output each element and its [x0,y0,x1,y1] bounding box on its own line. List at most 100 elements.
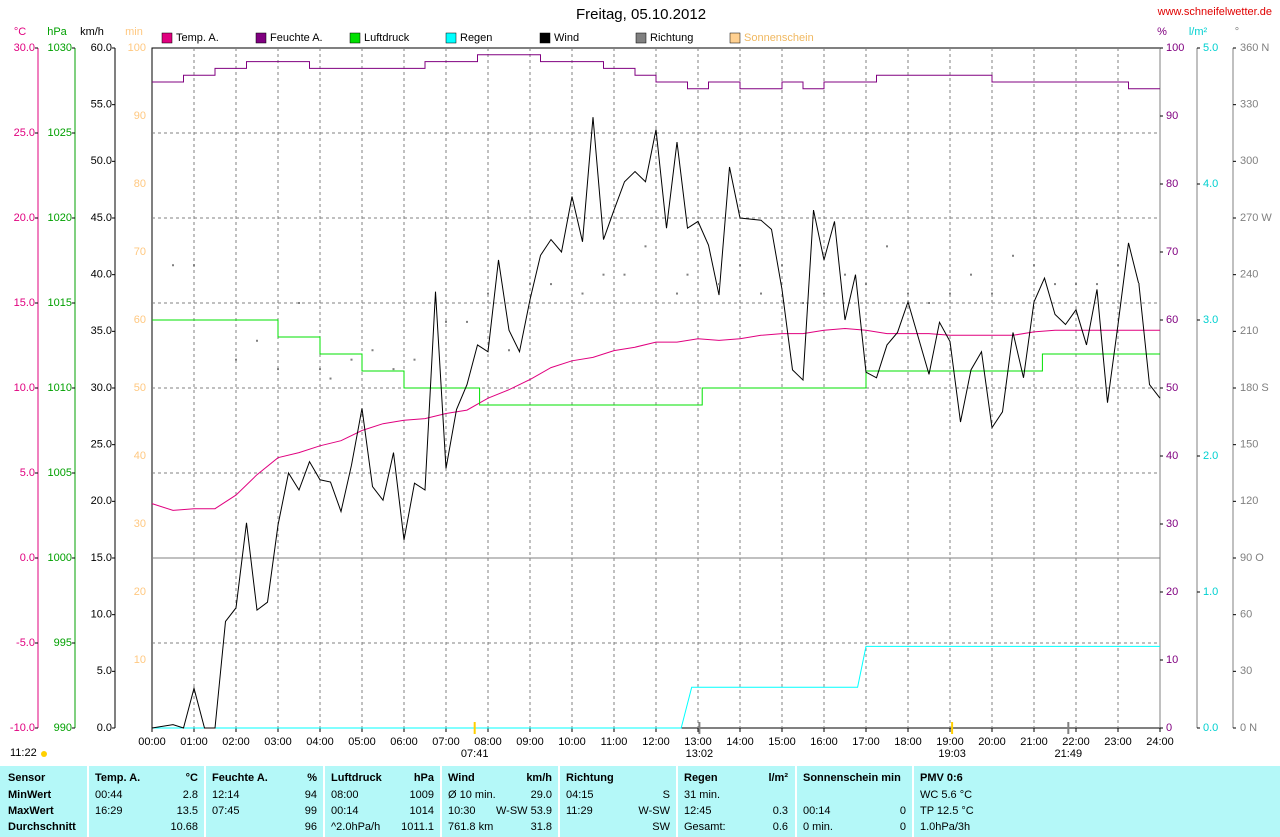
direction-dot [686,273,689,276]
direction-dot [760,292,762,295]
y-tick-label: 50.0 [91,155,112,167]
table-cell: 1009 [410,789,434,801]
legend-label: Sonnenschein [744,32,814,44]
y-tick-label: 1005 [48,467,72,479]
x-tick-label: 21:00 [1020,736,1048,748]
x-tick-label: 08:00 [474,736,502,748]
y-tick-label: 40 [134,450,146,462]
direction-dot [676,292,678,295]
table-cell: hPa [414,772,435,784]
table-cell: 1014 [410,805,434,817]
y-tick-label: 1010 [48,382,72,394]
legend-swatch [161,32,173,44]
table-cell: Regen [684,772,718,784]
table-cell: 13.5 [177,805,198,817]
y-tick-label: 1020 [48,212,72,224]
x-tick-label: 09:00 [516,736,544,748]
direction-dot [172,264,174,267]
direction-dot [623,273,626,276]
x-tick-label: 01:00 [180,736,208,748]
direction-dot [350,358,353,361]
direction-dot [466,320,468,323]
x-tick-label: 12:00 [642,736,670,748]
direction-dot [319,368,321,371]
y-tick-label: 10.0 [91,609,112,621]
table-cell: 10:30 [448,805,476,817]
legend-swatch [255,32,267,44]
direction-dot [739,264,741,267]
x-tick-label: 07:00 [432,736,460,748]
table-cell: 0.6 [773,821,788,833]
legend-swatch [729,32,741,44]
direction-dot [949,292,951,295]
direction-dot [1033,264,1035,267]
axis-unit: l/m² [1189,26,1208,38]
direction-dot [928,302,930,304]
direction-dot [508,349,510,352]
y-tick-label: 1000 [48,552,72,564]
y-tick-label: 1.0 [1203,586,1218,598]
direction-dot [1075,283,1077,286]
table-cell: 07:45 [212,805,240,817]
direction-dot [644,245,647,248]
y-tick-label: 2.0 [1203,450,1218,462]
y-tick-label: 10 [1166,654,1178,666]
direction-dot [865,283,867,286]
table-background [0,766,1280,837]
y-tick-label: 995 [54,637,72,649]
table-cell: PMV 0:6 [920,772,963,784]
table-cell: 1011.1 [401,821,434,833]
table-cell: 1.0hPa/3h [920,821,970,833]
table-cell: ^2.0hPa/h [331,821,380,833]
table-cell: 99 [305,805,317,817]
y-tick-label: 10 [134,654,146,666]
table-cell: 10.68 [170,821,198,833]
direction-dot [235,358,237,361]
x-tick-label: 00:00 [138,736,166,748]
legend-label: Regen [460,32,492,44]
x-tick-label: 06:00 [390,736,418,748]
axis-unit: % [1157,26,1167,38]
x-tick-label: 16:00 [810,736,838,748]
y-tick-label: 1030 [48,42,72,54]
table-cell: Temp. A. [95,772,140,784]
y-tick-label: 25.0 [91,439,112,451]
series-line [152,54,1160,90]
direction-dot [1054,283,1056,286]
table-cell: S [663,789,670,801]
direction-dot [1117,264,1119,267]
direction-dot [1012,254,1014,257]
table-cell: 00:14 [331,805,359,817]
y-tick-label: 30 [134,518,146,530]
direction-dot [298,302,300,304]
direction-dot [907,292,909,295]
x-tick-label: 10:00 [558,736,586,748]
y-tick-label: 100 [128,42,146,54]
direction-dot [1138,283,1140,286]
table-cell: TP 12.5 °C [920,805,974,817]
x-tick-label: 05:00 [348,736,376,748]
y-tick-label: 80 [134,178,146,190]
y-tick-label: 70 [1166,246,1178,258]
legend-swatch [445,32,457,44]
y-tick-label: 30 [1166,518,1178,530]
y-tick-label: 55.0 [91,99,112,111]
x-tick-label: 15:00 [768,736,796,748]
table-cell: km/h [526,772,552,784]
y-tick-label: 4.0 [1203,178,1218,190]
table-cell: Sonnenschein min [803,772,901,784]
y-tick-label: 0.0 [97,722,112,734]
y-tick-label: 240 [1240,269,1258,281]
table-cell: 761.8 km [448,821,493,833]
y-tick-label: 5.0 [97,665,112,677]
table-cell: 0 [900,821,906,833]
legend-label: Feuchte A. [270,32,323,44]
x-tick-label: 18:00 [894,736,922,748]
direction-dot [581,292,584,295]
x-tick-label: 02:00 [222,736,250,748]
y-tick-label: 0.0 [1203,722,1218,734]
series-line [152,319,1160,406]
table-cell: 11:29 [566,805,593,817]
axis-unit: hPa [47,26,67,38]
